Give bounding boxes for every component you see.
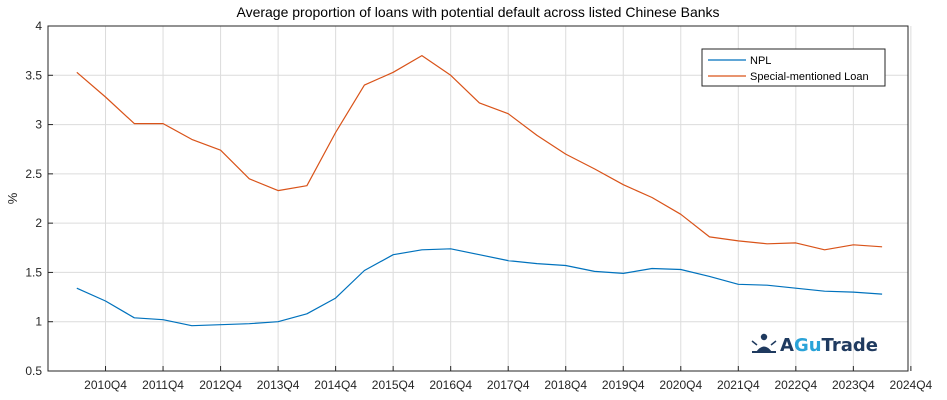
x-tick-label: 2016Q4 [429, 378, 472, 392]
x-axis-ticks: 2010Q4 2011Q4 2012Q4 2013Q4 2014Q4 2015Q4 2016… [84, 366, 933, 392]
y-tick-label: 1 [35, 315, 42, 329]
series-lines [76, 54, 883, 327]
legend-label-special-mentioned: Special-mentioned Loan [750, 71, 869, 83]
y-tick-label: 2 [35, 216, 42, 230]
series-line-special-mentioned-loan [76, 54, 883, 251]
x-tick-label: 2015Q4 [372, 378, 415, 392]
grid-lines [48, 26, 912, 371]
x-tick-label: 2023Q4 [832, 378, 875, 392]
meditation-figure-icon [751, 333, 777, 353]
y-tick-label: 3 [35, 118, 42, 132]
x-tick-label: 2014Q4 [314, 378, 357, 392]
x-tick-label: 2022Q4 [774, 378, 817, 392]
x-tick-label: 2021Q4 [717, 378, 760, 392]
y-tick-label: 4 [35, 19, 42, 33]
x-tick-label: 2020Q4 [659, 378, 702, 392]
y-axis-label: % [5, 192, 20, 204]
plot-area-border [47, 25, 909, 372]
x-tick-label: 2019Q4 [602, 378, 645, 392]
chart-title: Average proportion of loans with potenti… [236, 4, 719, 20]
series-line-npl [76, 248, 883, 327]
y-tick-label: 3.5 [25, 68, 42, 82]
y-axis-ticks: 0.5 1 1.5 2 2.5 3 3.5 4 [25, 19, 53, 378]
legend-box [701, 48, 886, 87]
y-tick-label: 1.5 [25, 265, 42, 279]
x-tick-label: 2013Q4 [257, 378, 300, 392]
agutrade-logo: AGuTrade [751, 333, 878, 356]
y-tick-label: 2.5 [25, 167, 42, 181]
x-tick-label: 2011Q4 [142, 378, 184, 392]
chart-legend: NPL Special-mentioned Loan [701, 48, 886, 87]
x-tick-label: 2012Q4 [199, 378, 242, 392]
x-tick-label: 2024Q4 [890, 378, 933, 392]
y-tick-label: 0.5 [25, 364, 42, 378]
x-tick-label: 2017Q4 [487, 378, 530, 392]
x-tick-label: 2010Q4 [84, 378, 127, 392]
logo-text: AGuTrade [780, 335, 878, 356]
x-tick-label: 2018Q4 [544, 378, 587, 392]
legend-label-npl: NPL [750, 55, 771, 67]
